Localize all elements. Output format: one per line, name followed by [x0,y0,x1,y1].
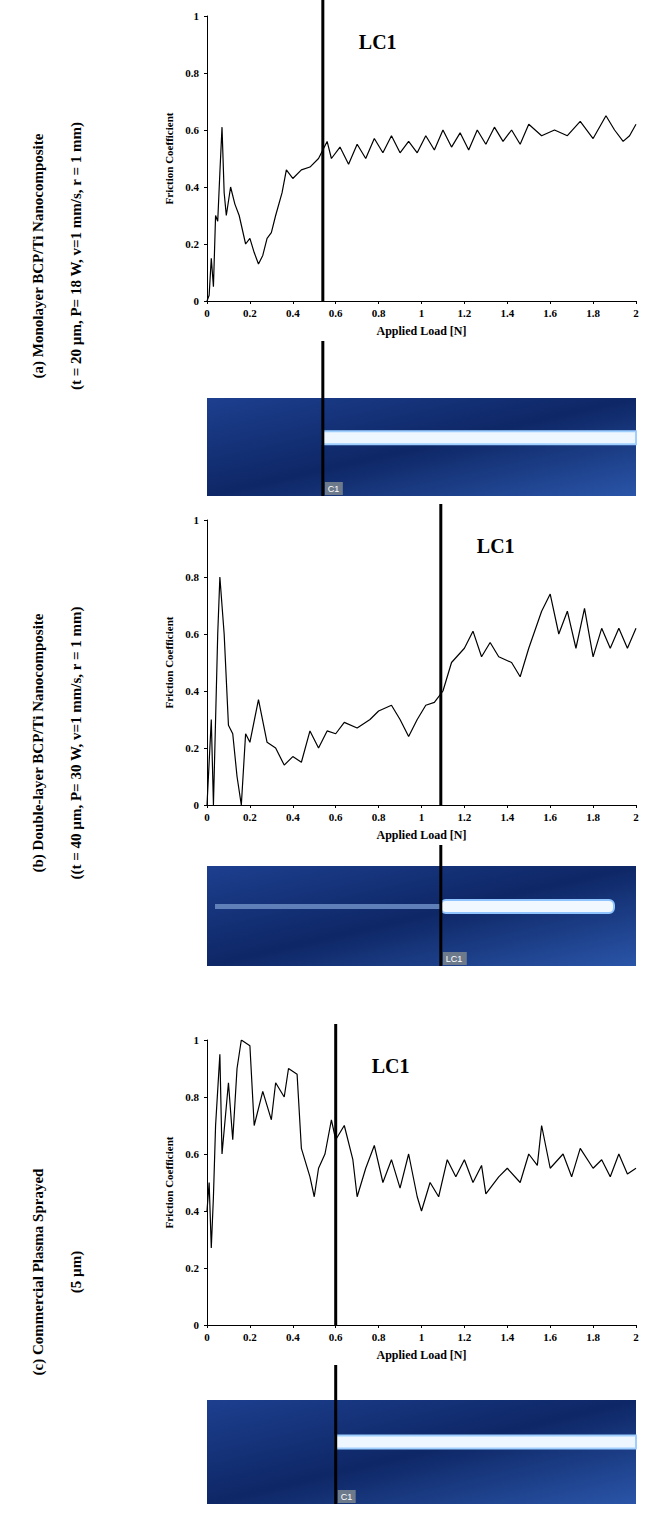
svg-text:(t = 20 µm, P= 18 W, v=1 mm/s,: (t = 20 µm, P= 18 W, v=1 mm/s, r = 1 mm) [68,122,85,390]
svg-text:((t = 40 µm, P= 30 W, v=1 mm/s: ((t = 40 µm, P= 30 W, v=1 mm/s, r = 1 mm… [68,607,85,880]
svg-text:0.8: 0.8 [372,307,386,319]
svg-text:Friction Coefficient: Friction Coefficient [163,1136,175,1228]
svg-text:Applied Load [N]: Applied Load [N] [376,828,466,842]
svg-text:(5 µm): (5 µm) [68,1251,85,1293]
svg-text:0.4: 0.4 [286,1331,300,1343]
svg-text:Friction Coefficient: Friction Coefficient [163,616,175,708]
svg-text:(c) Commercial Plasma Sprayed: (c) Commercial Plasma Sprayed [30,1168,47,1375]
svg-text:1: 1 [194,10,200,22]
svg-text:C1: C1 [328,484,340,494]
svg-text:1.8: 1.8 [586,811,600,823]
svg-text:1.4: 1.4 [500,811,514,823]
svg-text:1.6: 1.6 [543,307,557,319]
svg-text:LC1: LC1 [372,1055,410,1077]
svg-text:0.2: 0.2 [243,307,257,319]
svg-text:0.4: 0.4 [185,685,199,697]
svg-text:0.4: 0.4 [185,181,199,193]
svg-text:0.6: 0.6 [185,124,199,136]
svg-text:1: 1 [419,307,425,319]
svg-text:0.2: 0.2 [185,742,199,754]
svg-text:Applied Load [N]: Applied Load [N] [376,1348,466,1362]
svg-text:1.6: 1.6 [543,811,557,823]
svg-text:2: 2 [633,811,639,823]
svg-text:LC1: LC1 [359,31,397,53]
svg-text:1.8: 1.8 [586,307,600,319]
svg-text:1.4: 1.4 [500,1331,514,1343]
svg-text:0.2: 0.2 [185,1262,199,1274]
svg-text:2: 2 [633,1331,639,1343]
svg-text:0.4: 0.4 [286,811,300,823]
svg-text:(b) Double-layer BCP/Ti Nanoco: (b) Double-layer BCP/Ti Nanocomposite [30,613,47,872]
svg-text:0.8: 0.8 [185,67,199,79]
svg-text:C1: C1 [341,1492,353,1502]
svg-text:1.2: 1.2 [458,1331,472,1343]
svg-text:2: 2 [633,307,639,319]
svg-text:0: 0 [194,1319,200,1331]
svg-text:Friction Coefficient: Friction Coefficient [163,112,175,204]
svg-text:0.6: 0.6 [329,307,343,319]
svg-text:(a) Monolayer BCP/Ti Nanocompo: (a) Monolayer BCP/Ti Nanocomposite [30,133,47,378]
svg-text:1.2: 1.2 [458,307,472,319]
svg-text:1: 1 [419,811,425,823]
svg-text:1.4: 1.4 [500,307,514,319]
svg-text:1: 1 [194,1034,200,1046]
svg-text:0.6: 0.6 [329,811,343,823]
svg-text:LC1: LC1 [477,535,515,557]
svg-text:1.2: 1.2 [458,811,472,823]
svg-text:0.8: 0.8 [372,1331,386,1343]
svg-text:0.8: 0.8 [372,811,386,823]
svg-text:0.8: 0.8 [185,1091,199,1103]
svg-text:1.8: 1.8 [586,1331,600,1343]
svg-text:0.6: 0.6 [185,1148,199,1160]
svg-text:0.6: 0.6 [329,1331,343,1343]
svg-text:0.8: 0.8 [185,571,199,583]
svg-text:0.4: 0.4 [286,307,300,319]
svg-text:1: 1 [419,1331,425,1343]
svg-text:0.6: 0.6 [185,628,199,640]
svg-text:0: 0 [194,295,200,307]
svg-text:0.2: 0.2 [185,238,199,250]
svg-text:LC1: LC1 [446,954,463,964]
svg-text:0.2: 0.2 [243,811,257,823]
svg-text:0.2: 0.2 [243,1331,257,1343]
svg-text:0: 0 [204,1331,210,1343]
svg-text:0.4: 0.4 [185,1205,199,1217]
svg-text:Applied Load [N]: Applied Load [N] [376,324,466,338]
svg-text:0: 0 [194,799,200,811]
svg-text:0: 0 [204,811,210,823]
svg-text:1.6: 1.6 [543,1331,557,1343]
svg-text:1: 1 [194,514,200,526]
svg-text:0: 0 [204,307,210,319]
